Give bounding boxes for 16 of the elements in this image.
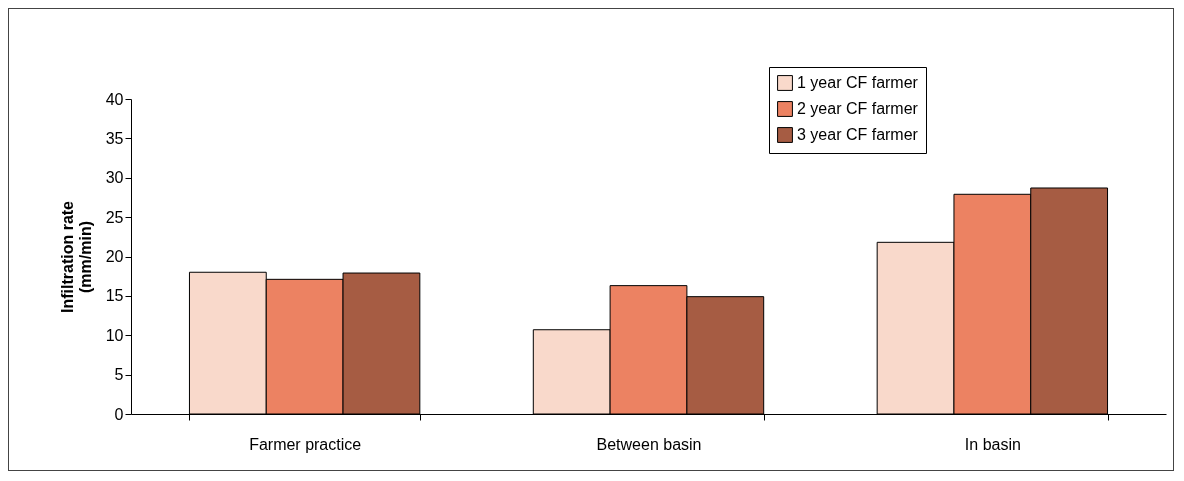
- y-tick-label: 30: [105, 169, 124, 187]
- y-tick-label: 15: [105, 287, 124, 305]
- y-axis-title: Infiltration rate (mm/min): [58, 200, 94, 314]
- x-tick-label: In basin: [964, 435, 1021, 453]
- x-tick-label: Farmer practice: [249, 435, 362, 453]
- y-tick-label: 35: [105, 129, 124, 147]
- x-tick-label: Between basin: [596, 435, 702, 453]
- legend-label: 1 year CF farmer: [797, 74, 919, 91]
- y-tick-label: 0: [114, 405, 124, 423]
- y-tick-label: 5: [114, 366, 124, 384]
- y-tick-label: 25: [105, 208, 124, 226]
- y-tick-label: 40: [105, 90, 124, 108]
- y-tick-label: 10: [105, 326, 124, 344]
- legend-label: 3 year CF farmer: [797, 126, 919, 143]
- y-tick-label: 20: [105, 248, 124, 265]
- legend-label: 2 year CF farmer: [797, 100, 919, 117]
